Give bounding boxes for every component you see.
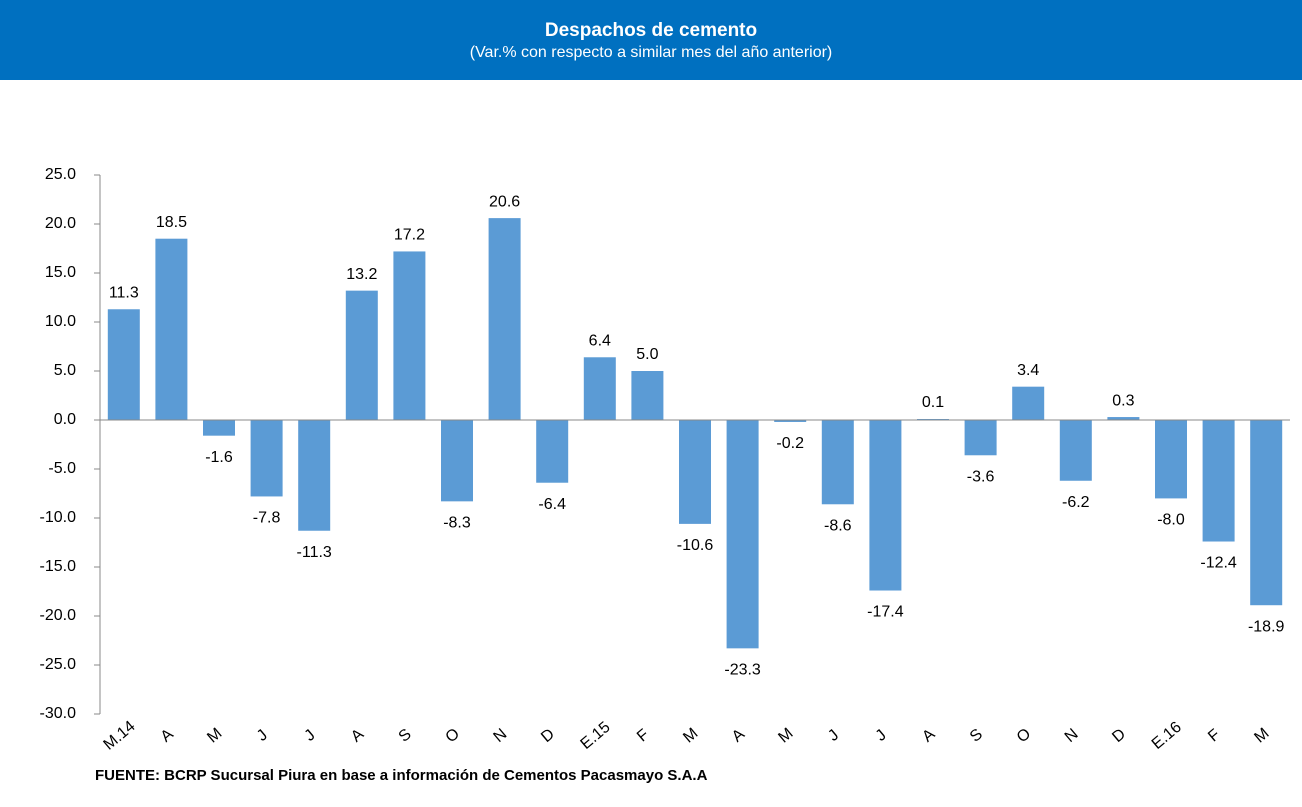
value-label: -17.4 bbox=[867, 604, 904, 621]
value-label: -10.6 bbox=[677, 537, 714, 554]
value-label: 5.0 bbox=[636, 346, 658, 363]
x-tick-label: M bbox=[775, 725, 796, 747]
x-tick-label: J bbox=[873, 727, 890, 745]
x-tick-label: A bbox=[158, 726, 177, 746]
value-label: 3.4 bbox=[1017, 362, 1039, 379]
value-label: -8.0 bbox=[1157, 512, 1185, 529]
y-tick-label: 10.0 bbox=[45, 313, 76, 330]
chart-subtitle: (Var.% con respecto a similar mes del añ… bbox=[469, 44, 833, 61]
y-tick-label: -15.0 bbox=[40, 558, 77, 575]
bar bbox=[1155, 420, 1187, 499]
y-tick-label: -20.0 bbox=[40, 607, 77, 624]
value-label: 6.4 bbox=[589, 332, 611, 349]
y-tick-label: 15.0 bbox=[45, 264, 76, 281]
value-label: -8.6 bbox=[824, 517, 852, 534]
value-label: 0.1 bbox=[922, 394, 944, 411]
bar bbox=[1012, 386, 1045, 420]
x-tick-label: J bbox=[254, 727, 271, 745]
y-tick-label: -25.0 bbox=[40, 656, 77, 673]
value-label: -11.3 bbox=[297, 544, 332, 561]
value-label: 20.6 bbox=[489, 193, 520, 210]
x-tick-label: S bbox=[967, 726, 986, 746]
bar bbox=[679, 420, 711, 524]
bar bbox=[155, 238, 188, 420]
x-tick-label: M bbox=[680, 725, 701, 747]
x-tick-label: J bbox=[825, 727, 842, 745]
y-tick-label: 0.0 bbox=[54, 411, 76, 428]
value-label: 11.3 bbox=[109, 284, 139, 301]
bar bbox=[488, 218, 521, 420]
bar bbox=[583, 357, 616, 420]
source-note: FUENTE: BCRP Sucursal Piura en base a in… bbox=[95, 767, 708, 784]
y-tick-label: 20.0 bbox=[45, 215, 76, 232]
x-tick-label: O bbox=[443, 725, 463, 746]
x-tick-label: E.16 bbox=[1149, 719, 1185, 753]
x-tick-label: N bbox=[1062, 726, 1082, 746]
bar bbox=[821, 420, 854, 505]
bar bbox=[203, 420, 235, 436]
x-tick-label: F bbox=[634, 726, 653, 745]
x-tick-label: D bbox=[538, 726, 558, 746]
value-label: -18.9 bbox=[1248, 618, 1285, 635]
header: Despachos de cemento (Var.% con respecto… bbox=[0, 0, 1302, 80]
y-tick-label: 5.0 bbox=[54, 362, 76, 379]
value-label: 17.2 bbox=[394, 227, 425, 244]
x-tick-label: M bbox=[204, 725, 225, 747]
bar bbox=[1107, 417, 1140, 420]
value-label: -1.6 bbox=[205, 449, 233, 466]
bar bbox=[631, 371, 664, 420]
bar bbox=[393, 251, 426, 420]
bar bbox=[964, 420, 997, 456]
bar bbox=[536, 420, 569, 483]
value-label: -6.2 bbox=[1062, 494, 1090, 511]
x-tick-label: A bbox=[348, 726, 367, 746]
x-tick-label: M.14 bbox=[101, 718, 139, 754]
y-tick-label: -10.0 bbox=[40, 509, 77, 526]
x-tick-label: S bbox=[396, 726, 415, 746]
x-tick-label: J bbox=[301, 727, 318, 745]
y-tick-label: -30.0 bbox=[40, 705, 77, 722]
bar bbox=[1202, 420, 1235, 542]
bar bbox=[869, 420, 902, 591]
value-label: -7.8 bbox=[253, 510, 281, 527]
value-label: -0.2 bbox=[776, 435, 804, 452]
value-label: -12.4 bbox=[1200, 555, 1237, 572]
value-label: 18.5 bbox=[156, 214, 187, 231]
x-tick-label: D bbox=[1109, 726, 1129, 746]
chart-title: Despachos de cemento bbox=[544, 20, 758, 41]
x-tick-label: E.15 bbox=[578, 719, 614, 753]
x-tick-label: F bbox=[1205, 726, 1224, 745]
bar bbox=[298, 420, 331, 531]
bar bbox=[441, 420, 473, 502]
bar bbox=[250, 420, 283, 497]
value-label: -8.3 bbox=[443, 515, 471, 532]
x-tick-label: M bbox=[1251, 725, 1272, 747]
x-tick-label: A bbox=[729, 726, 748, 746]
bar bbox=[726, 420, 759, 649]
bar bbox=[774, 420, 807, 422]
y-tick-label: -5.0 bbox=[48, 460, 76, 477]
x-tick-label: N bbox=[491, 726, 511, 746]
x-tick-label: A bbox=[919, 726, 938, 746]
value-label: 0.3 bbox=[1112, 392, 1134, 409]
value-label: -3.6 bbox=[967, 468, 995, 485]
value-label: -6.4 bbox=[538, 496, 566, 513]
x-tick-label: O bbox=[1014, 725, 1034, 746]
bar bbox=[107, 309, 140, 420]
y-tick-label: 25.0 bbox=[45, 166, 76, 183]
value-label: 13.2 bbox=[346, 266, 377, 283]
bar bbox=[345, 290, 378, 420]
bar bbox=[1059, 420, 1092, 481]
bar bbox=[1250, 420, 1283, 606]
value-label: -23.3 bbox=[724, 662, 761, 679]
